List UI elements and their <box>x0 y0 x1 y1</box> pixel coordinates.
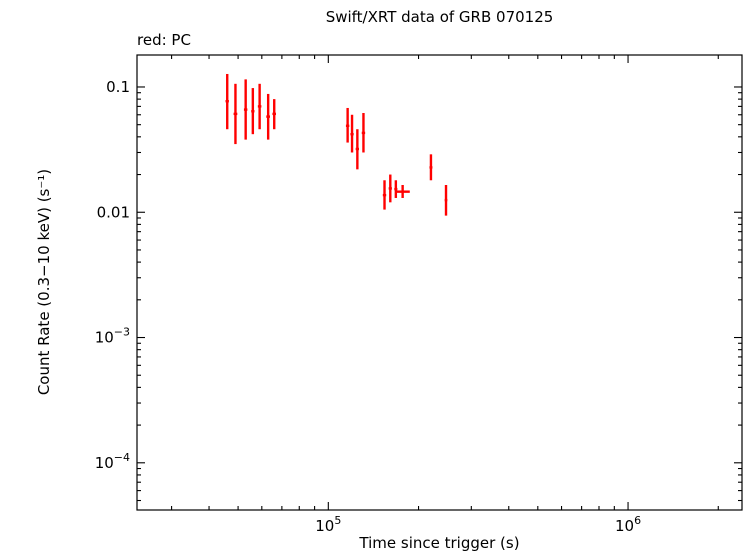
y-axis-label: Count Rate (0.3−10 keV) (s⁻¹) <box>35 168 53 396</box>
y-tick-label: 10−4 <box>95 451 130 472</box>
chart-title: Swift/XRT data of GRB 070125 <box>325 8 554 26</box>
x-tick-label: 106 <box>615 514 641 535</box>
mode-label: red: PC <box>137 31 191 49</box>
y-tick-label: 0.1 <box>106 78 130 96</box>
x-tick-label: 105 <box>315 514 341 535</box>
series-PC <box>225 73 448 216</box>
y-tick-label: 0.01 <box>97 203 130 221</box>
x-axis-label: Time since trigger (s) <box>359 534 520 552</box>
y-tick-label: 10−3 <box>95 326 130 347</box>
axis-ticks <box>137 55 742 510</box>
plot-frame <box>136 54 743 511</box>
